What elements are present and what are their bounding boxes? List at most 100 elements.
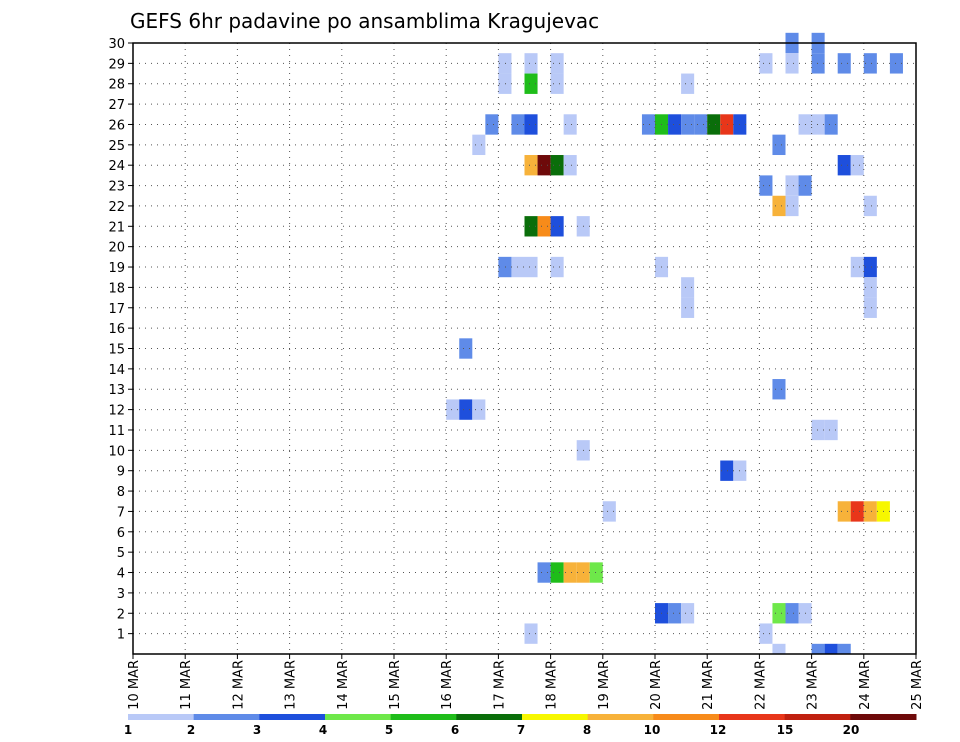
- heatmap-cell: [759, 175, 773, 196]
- heatmap-cell: [459, 338, 473, 359]
- legend-label: 20: [843, 723, 860, 737]
- y-tick-label: 7: [117, 505, 125, 520]
- heatmap-cell: [550, 256, 564, 278]
- legend-label: 2: [187, 723, 195, 737]
- legend-label: 10: [644, 723, 661, 737]
- heatmap-cell: [785, 175, 799, 196]
- heatmap-cell: [772, 195, 786, 217]
- heatmap-cell: [641, 114, 655, 135]
- heatmap-cell: [824, 643, 838, 654]
- heatmap-cell: [563, 155, 577, 176]
- heatmap-cell: [850, 256, 864, 278]
- heatmap-cell: [550, 53, 564, 74]
- legend-swatch: [522, 714, 589, 720]
- y-tick-label: 4: [117, 567, 125, 582]
- heatmap-cell: [498, 73, 512, 94]
- heatmap-cell: [785, 195, 799, 217]
- x-tick-label: 13 MAR: [284, 660, 299, 710]
- heatmap-cell: [446, 399, 460, 420]
- heatmap-cell: [863, 195, 877, 217]
- y-tick-label: 5: [117, 546, 125, 561]
- y-tick-label: 17: [108, 302, 125, 317]
- heatmap-cell: [524, 623, 538, 644]
- heatmap-cell: [602, 501, 616, 522]
- legend-swatch: [128, 714, 195, 720]
- heatmap-cell: [785, 603, 799, 624]
- heatmap-cell: [563, 114, 577, 135]
- x-tick-label: 12 MAR: [231, 660, 246, 710]
- x-tick-label: 15 MAR: [388, 660, 403, 710]
- legend-swatch: [259, 714, 326, 720]
- y-tick-label: 18: [108, 281, 125, 296]
- heatmap-cell: [772, 603, 786, 624]
- legend-swatch: [784, 714, 851, 720]
- x-tick-label: 19 MAR: [597, 660, 612, 710]
- y-tick-label: 9: [117, 465, 125, 480]
- x-tick-label: 22 MAR: [753, 660, 768, 710]
- heatmap-cell: [863, 297, 877, 318]
- heatmap-cell: [811, 114, 825, 135]
- y-tick-label: 26: [108, 118, 125, 133]
- legend-swatch: [719, 714, 786, 720]
- chart-title: GEFS 6hr padavine po ansamblima Kragujev…: [130, 9, 599, 33]
- heatmap-cell: [772, 379, 786, 400]
- heatmap-cell: [668, 114, 682, 135]
- legend-label: 4: [319, 723, 327, 737]
- y-tick-label: 22: [108, 200, 125, 215]
- heatmap-cell: [459, 399, 473, 420]
- heatmap-cell: [837, 501, 851, 522]
- x-tick-label: 17 MAR: [492, 660, 507, 710]
- heatmap-cell: [550, 216, 564, 237]
- heatmap-cell: [524, 73, 538, 94]
- heatmap-cell: [472, 399, 486, 420]
- heatmap-cell: [707, 114, 721, 135]
- y-tick-label: 3: [117, 587, 125, 602]
- heatmap-cell: [889, 53, 903, 74]
- heatmap-cell: [811, 643, 825, 654]
- x-tick-label: 10 MAR: [127, 660, 142, 710]
- heatmap-cell: [837, 155, 851, 176]
- heatmap-cell: [772, 643, 786, 654]
- y-tick-label: 30: [108, 37, 125, 52]
- y-tick-label: 12: [108, 404, 125, 419]
- heatmap-cell: [681, 603, 695, 624]
- y-tick-label: 2: [117, 607, 125, 622]
- legend-swatch: [325, 714, 392, 720]
- heatmap-cell: [837, 643, 851, 654]
- y-axis: 1234567891011121314151617181920212223242…: [108, 37, 133, 643]
- legend-swatch: [653, 714, 720, 720]
- heatmap-cell: [524, 256, 538, 278]
- y-tick-label: 16: [108, 322, 125, 337]
- legend-swatch: [587, 714, 654, 720]
- heatmap-cell: [563, 562, 577, 583]
- legend-swatch: [390, 714, 457, 720]
- legend-swatch: [193, 714, 260, 720]
- legend-label: 7: [517, 723, 525, 737]
- heatmap-cell: [498, 53, 512, 74]
- heatmap-cell: [589, 562, 603, 583]
- heatmap-cell: [472, 134, 486, 156]
- x-tick-label: 11 MAR: [179, 660, 194, 710]
- x-tick-label: 20 MAR: [649, 660, 664, 710]
- legend-label: 8: [583, 723, 591, 737]
- x-axis: 10 MAR 11 MAR 12 MAR 13 MAR 14 MAR 15 MAR 16 M…: [127, 654, 925, 710]
- heatmap-cell: [863, 501, 877, 522]
- heatmap-cell: [681, 277, 695, 298]
- legend-label: 5: [385, 723, 393, 737]
- heatmap-cell: [524, 155, 538, 176]
- heatmap-cell: [694, 114, 708, 135]
- legend-label: 12: [710, 723, 727, 737]
- legend-label: 3: [253, 723, 261, 737]
- heatmap-cell: [550, 73, 564, 94]
- heatmap-cell: [668, 603, 682, 624]
- x-tick-label: 21 MAR: [701, 660, 716, 710]
- y-tick-label: 6: [117, 526, 125, 541]
- heatmap-cell: [837, 53, 851, 74]
- heatmap-cell: [537, 216, 551, 237]
- y-tick-label: 24: [108, 159, 125, 174]
- legend-label: 1: [124, 723, 132, 737]
- y-tick-label: 15: [108, 343, 125, 358]
- heatmap-cell: [550, 155, 564, 176]
- heatmap-cell: [863, 277, 877, 298]
